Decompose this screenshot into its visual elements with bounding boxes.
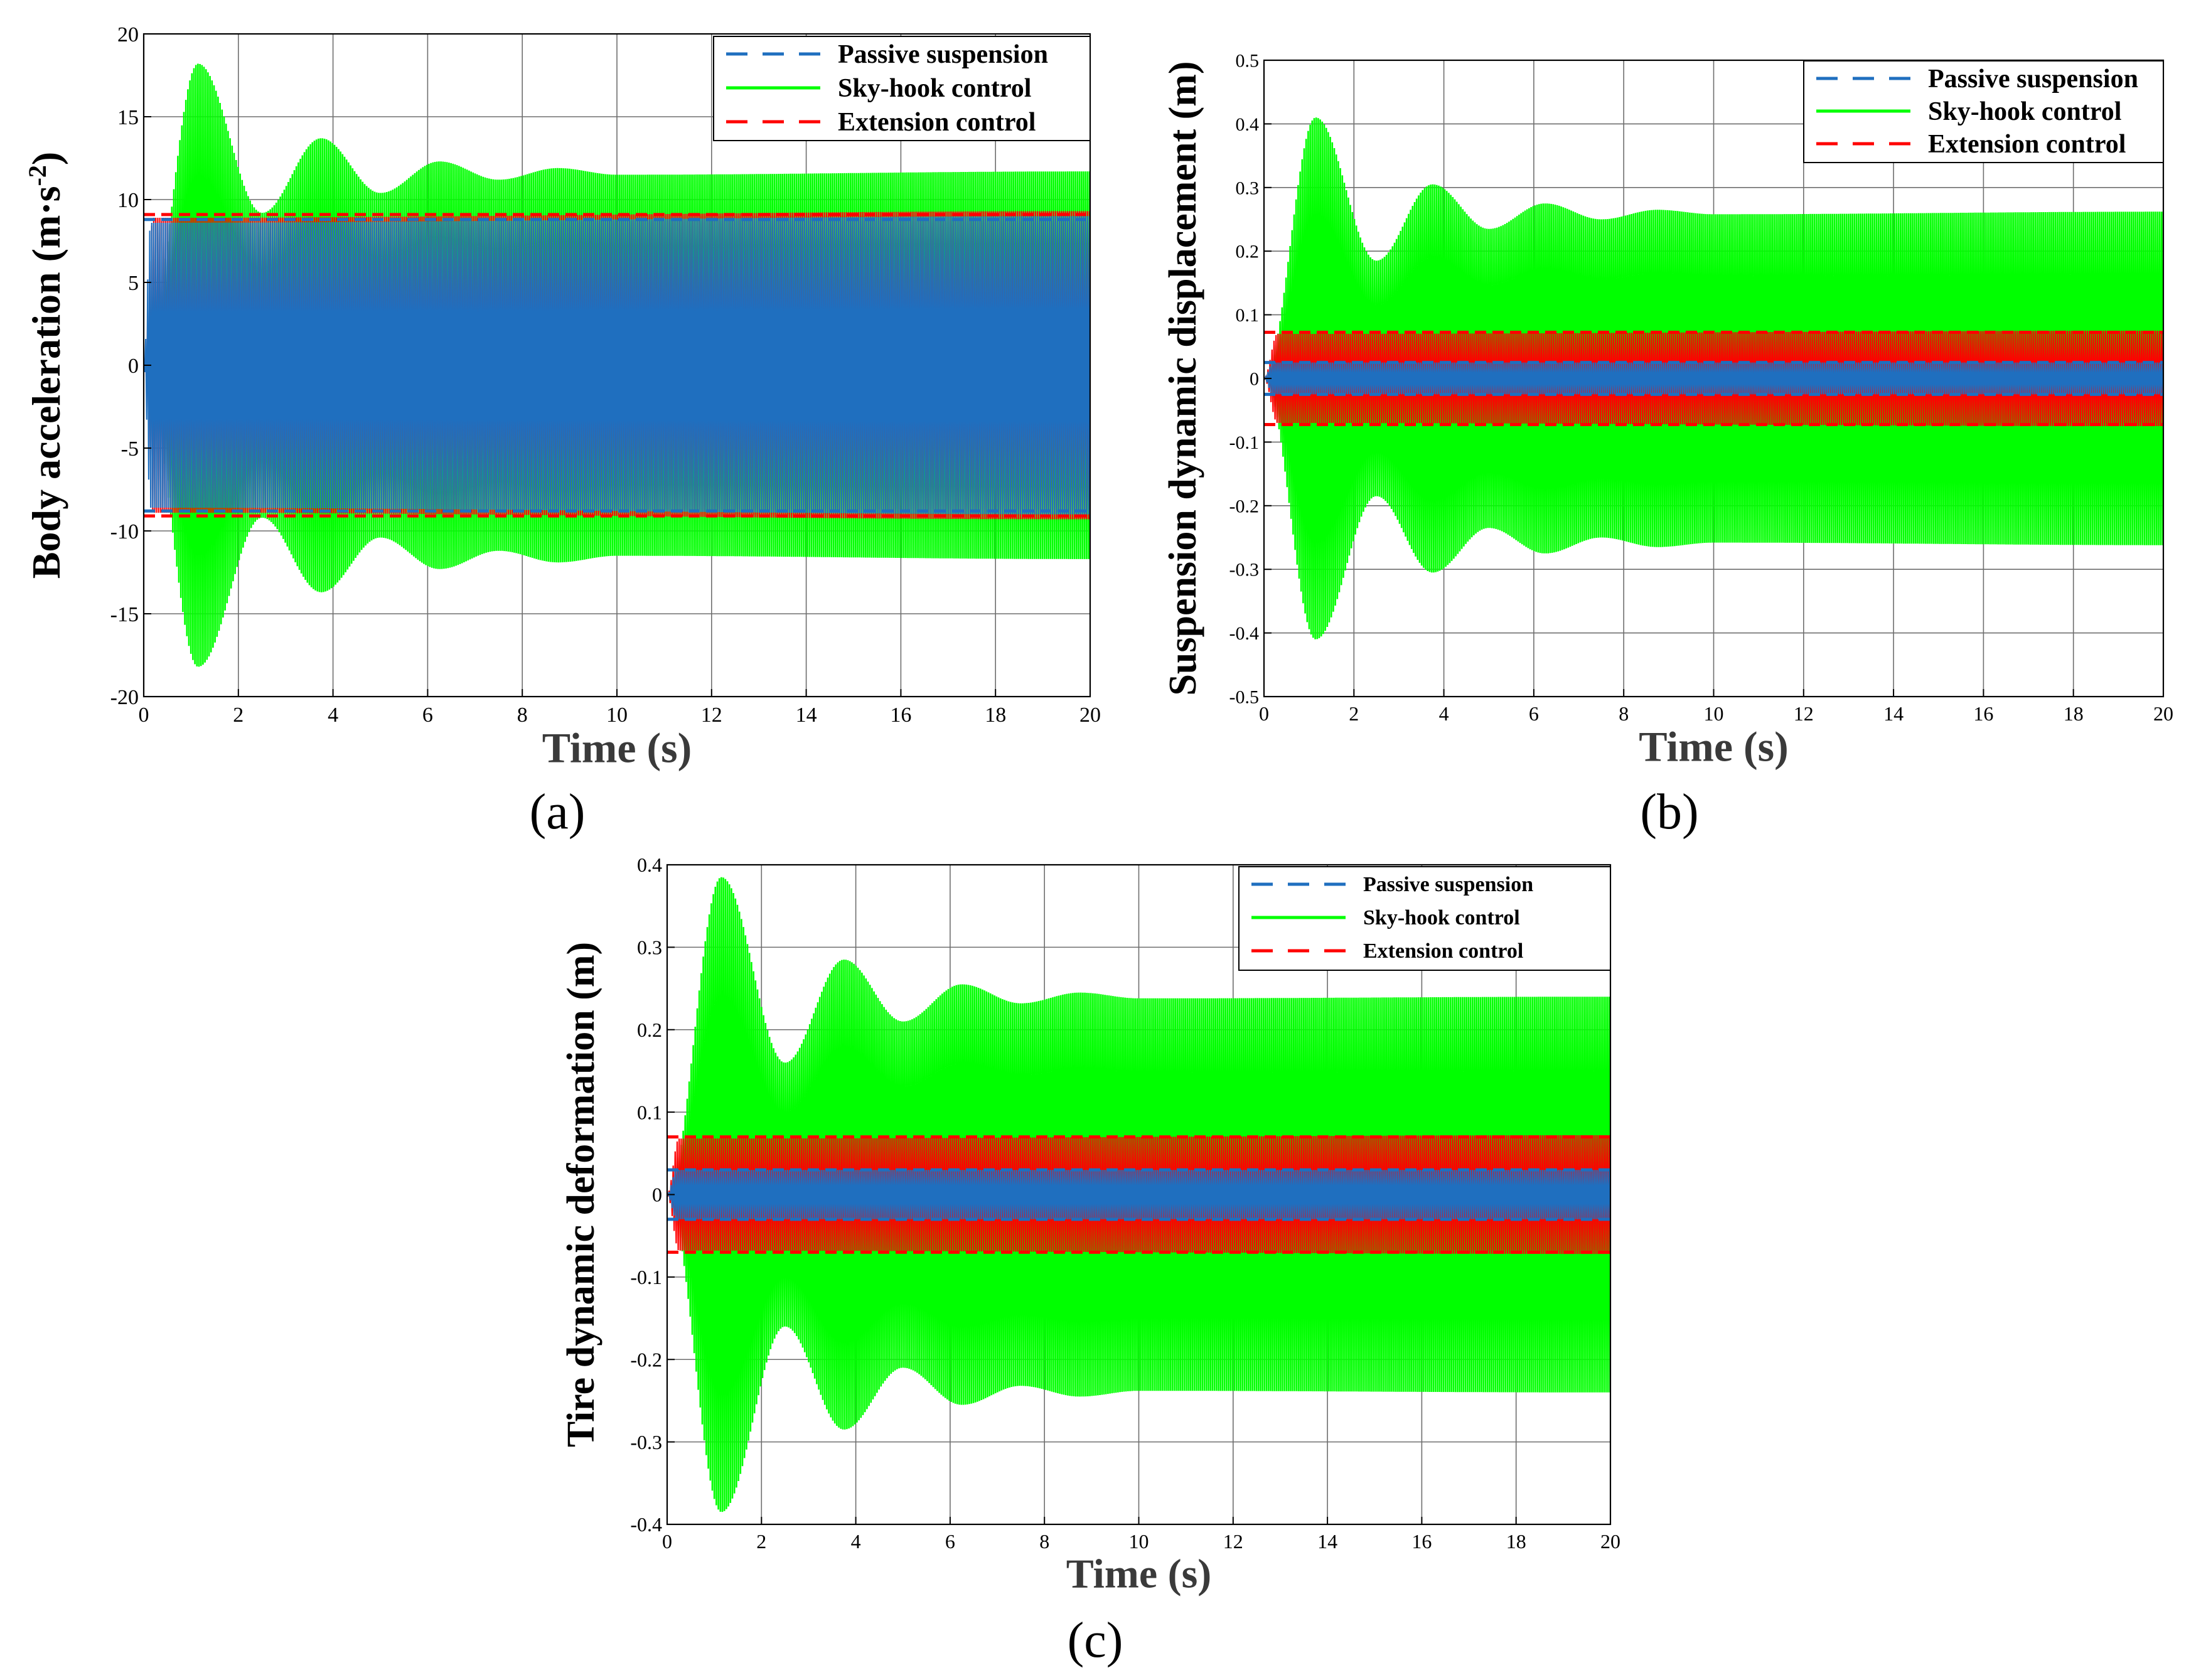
y-tick-label: 0.5 (1236, 51, 1260, 72)
x-tick-label: 0 (139, 704, 149, 727)
legend-label: Extension control (1363, 939, 1523, 963)
y-tick-label: 10 (117, 189, 139, 212)
x-tick-label: 18 (985, 704, 1006, 727)
chart-panel-a: 0 2 4 6 8 10 12 14 16 18 20 -20 -15 -10 -5 0 5 10 15 20 Time… (23, 23, 1101, 840)
legend: Passive suspension Sky-hook control Extens… (713, 36, 1091, 141)
legend-label: Sky-hook control (838, 74, 1031, 103)
y-axis-label: Body acceleration (m·s-2) (23, 152, 69, 579)
x-tick-label: 6 (1529, 702, 1539, 725)
y-tick-label: 0.2 (637, 1019, 662, 1041)
y-tick-label: 0.1 (1236, 305, 1260, 326)
y-tick-label: 0.2 (1236, 242, 1260, 262)
y-tick-label: 0 (1250, 369, 1259, 390)
y-tick-label: -20 (110, 686, 139, 709)
x-tick-label: 10 (1129, 1530, 1149, 1553)
y-tick-label: 20 (117, 23, 139, 46)
x-tick-label: 6 (945, 1530, 955, 1553)
y-tick-label: 0.4 (637, 853, 662, 876)
y-tick-label: 0.3 (637, 936, 662, 959)
y-tick-label: -0.4 (630, 1513, 662, 1536)
x-axis-label: Time (s) (542, 724, 692, 772)
x-tick-label: 20 (2153, 702, 2173, 725)
chart-panel-c: 0 2 4 6 8 10 12 14 16 18 20 -0.4 -0.3 -0.2 -0.1 0 0.1 0.2… (560, 853, 1620, 1668)
y-tick-label: 5 (128, 272, 139, 295)
series-group (1264, 117, 2163, 639)
x-tick-label: 0 (662, 1530, 672, 1553)
x-axis-label: Time (s) (1066, 1551, 1212, 1597)
legend-label: Passive suspension (1363, 873, 1533, 896)
legend-label: Passive suspension (1928, 65, 2138, 94)
y-tick-label: 0.3 (1236, 178, 1260, 198)
y-axis-label: Tire dynamic deformation (m) (560, 942, 602, 1447)
panel-label: (c) (1068, 1613, 1123, 1668)
x-tick-label: 10 (1704, 702, 1724, 725)
y-tick-label: -0.3 (1229, 560, 1260, 581)
x-tick-label: 20 (1600, 1530, 1620, 1553)
series-sky-hook-control (144, 63, 1090, 667)
x-tick-label: 16 (890, 704, 911, 727)
y-tick-label: 0.4 (1236, 114, 1260, 135)
x-tick-label: 16 (1411, 1530, 1432, 1553)
x-tick-label: 10 (606, 704, 628, 727)
y-tick-label: -0.1 (1229, 432, 1260, 453)
x-tick-label: 2 (233, 704, 244, 727)
legend: Passive suspension Sky-hook control Extens… (1238, 866, 1611, 971)
legend-label: Passive suspension (838, 40, 1048, 69)
y-tick-label: -15 (110, 603, 139, 626)
x-tick-label: 14 (796, 704, 817, 727)
x-tick-label: 14 (1883, 702, 1904, 725)
y-tick-label: 0 (652, 1184, 662, 1206)
x-tick-label: 14 (1317, 1530, 1337, 1553)
y-tick-label: -0.2 (1229, 496, 1260, 516)
x-tick-label: 2 (1349, 702, 1359, 725)
x-tick-label: 2 (756, 1530, 766, 1553)
y-tick-label: 0 (128, 355, 139, 378)
y-tick-label: -10 (110, 520, 139, 543)
y-tick-label: -0.3 (630, 1431, 662, 1453)
series-passive-suspension (144, 216, 1090, 515)
y-axis-label-exponent: -2 (23, 165, 51, 186)
x-tick-label: 12 (1794, 702, 1814, 725)
x-axis-label: Time (s) (1639, 723, 1789, 771)
x-tick-label: 4 (1439, 702, 1449, 725)
y-tick-label: 0.1 (637, 1101, 662, 1123)
x-tick-label: 8 (517, 704, 528, 727)
series-extension-control (144, 211, 1090, 520)
y-tick-label: 15 (117, 106, 139, 129)
x-tick-label: 12 (1223, 1530, 1243, 1553)
x-tick-label: 20 (1079, 704, 1101, 727)
chart-panel-b: 0 2 4 6 8 10 12 14 16 18 20 -0.5 -0.4 -0.3 -0.2 -0.1 0 0.… (1162, 51, 2173, 840)
x-tick-label: 0 (1259, 702, 1269, 725)
x-tick-label: 8 (1619, 702, 1629, 725)
series-passive-suspension (667, 1170, 1610, 1219)
panel-label: (a) (530, 784, 586, 840)
y-tick-label: -0.1 (630, 1266, 662, 1288)
y-tick-label: -5 (121, 437, 139, 461)
legend-label: Extension control (1928, 130, 2126, 159)
y-tick-label: -0.2 (630, 1348, 662, 1371)
x-tick-label: 6 (422, 704, 433, 727)
x-tick-label: 12 (701, 704, 722, 727)
series-group (144, 63, 1090, 667)
x-tick-label: 18 (2064, 702, 2084, 725)
panel-label: (b) (1640, 784, 1698, 840)
legend-label: Sky-hook control (1363, 906, 1520, 929)
x-tick-label: 18 (1506, 1530, 1526, 1553)
legend-label: Sky-hook control (1928, 97, 2121, 126)
x-tick-label: 4 (851, 1530, 861, 1553)
x-tick-label: 8 (1039, 1530, 1049, 1553)
series-passive-suspension (1264, 362, 2163, 395)
y-axis-label: Suspension dynamic displacement (m) (1162, 61, 1204, 695)
series-group (667, 877, 1610, 1512)
legend: Passive suspension Sky-hook control Extens… (1803, 60, 2164, 163)
legend-label: Extension control (838, 108, 1036, 137)
y-tick-label: -0.5 (1229, 687, 1260, 708)
x-tick-label: 16 (1973, 702, 1993, 725)
y-tick-label: -0.4 (1229, 623, 1260, 644)
x-tick-label: 4 (328, 704, 338, 727)
